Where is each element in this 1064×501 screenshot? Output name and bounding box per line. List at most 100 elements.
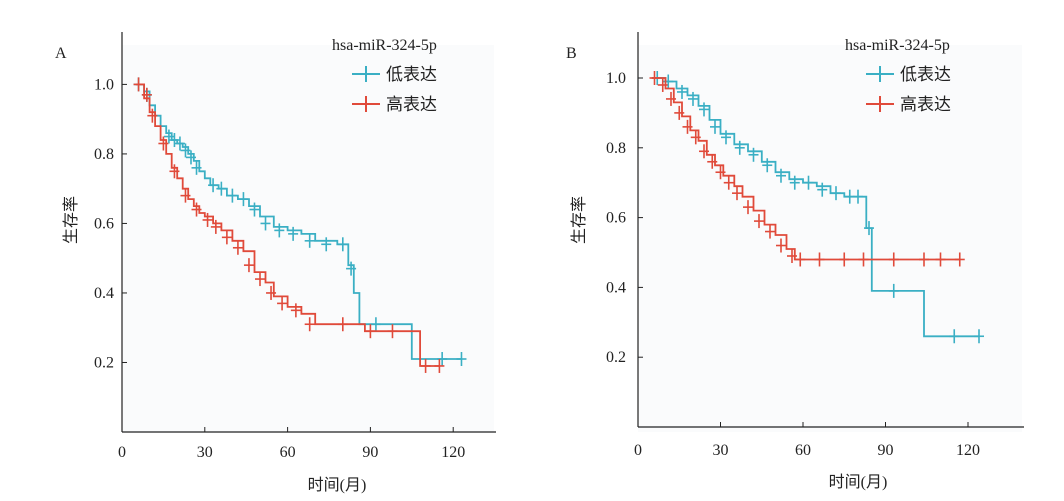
panel-b-censor-mark (776, 238, 786, 253)
panel-a-censor-mark (420, 358, 431, 373)
panel-b-censor-mark (721, 130, 731, 145)
panel-b: B hsa-miR-324-5p 时间(月) 生存率 0.2 0.4 0.6 0.8 1… (566, 32, 1024, 491)
panel-a: A hsa-miR-324-5p 时间(月) 生存率 0.2 0.4 0.6 0.8 1… (55, 32, 496, 494)
panel-b-label: B (566, 45, 577, 62)
panel-a-censor-mark (277, 296, 288, 311)
panel-b-censor-mark (831, 186, 841, 201)
panel-b-curves (649, 71, 984, 344)
panel-a-censor-mark (158, 136, 169, 151)
panel-a-censor-mark (249, 202, 260, 217)
panel-b-censor-mark (817, 182, 828, 197)
panel-a-censor-mark (456, 352, 467, 367)
panel-b-censor-mark (795, 252, 806, 267)
panel-a-x-tick-label: 120 (441, 444, 465, 461)
panel-b-censor-mark (864, 221, 874, 236)
panel-a-legend-label: 高表达 (386, 95, 437, 114)
panel-b-censor-mark (858, 252, 869, 267)
panel-b-censor-mark (688, 91, 698, 106)
panel-a-censor-mark (147, 108, 158, 123)
panel-a-censor-mark (163, 129, 174, 144)
panel-a-censor-mark (266, 285, 277, 300)
panel-a-censor-mark (238, 192, 249, 207)
panel-b-censor-mark (754, 214, 764, 229)
panel-b-ylabel: 生存率 (570, 196, 588, 244)
panel-b-censor-mark (649, 71, 660, 85)
panel-b-censor-mark (748, 147, 759, 162)
panel-b-series-low-line (651, 77, 979, 338)
panel-b-legend-item: 低表达 (866, 65, 951, 84)
panel-a-censor-mark (274, 223, 285, 238)
panel-a-censor-mark (346, 261, 357, 276)
panel-a-censor-mark (304, 233, 315, 248)
panel-b-censor-mark (974, 329, 984, 344)
panel-b-censor-mark (710, 119, 720, 134)
panel-b-censor-mark (732, 186, 742, 201)
panel-a-censor-mark (169, 164, 180, 179)
panel-a-censor-mark (186, 150, 196, 165)
panel-b-censor-mark (707, 154, 718, 169)
panel-a-censor-mark (191, 202, 202, 217)
panel-b-censor-mark (699, 144, 709, 159)
panel-b-censor-mark (734, 140, 745, 155)
panel-a-x-tick-label: 0 (118, 444, 126, 461)
panel-a-series-high-line (135, 83, 440, 367)
panel-b-censor-mark (919, 252, 929, 267)
panel-b-x-tick-label: 60 (795, 442, 811, 459)
panel-b-y-tick-label: 0.2 (606, 349, 626, 366)
panel-b-y-tick-label: 0.8 (606, 140, 626, 157)
panel-a-y-tick-label: 0.2 (94, 354, 114, 371)
panel-a-title: hsa-miR-324-5p (332, 37, 437, 54)
panel-a-legend-label: 低表达 (386, 65, 437, 84)
panel-a-censor-mark (434, 358, 445, 373)
panel-a-censor-mark (304, 317, 315, 332)
panel-b-censor-mark (803, 175, 814, 190)
panel-b-censor-mark (935, 252, 946, 267)
panel-a-y-tick-label: 1.0 (94, 76, 114, 93)
panel-a-censor-mark (169, 133, 180, 148)
panel-b-x-tick-label: 30 (713, 442, 729, 459)
panel-a-censor-mark (191, 160, 202, 175)
panel-b-censor-mark (949, 329, 960, 344)
panel-b-legend-label: 低表达 (900, 65, 951, 84)
panel-b-x-tick-label: 0 (634, 442, 642, 459)
panel-a-censor-mark (180, 188, 191, 203)
panel-a-censor-mark (180, 143, 191, 158)
panel-a-censor-mark (321, 237, 332, 252)
panel-b-censor-mark (789, 175, 800, 190)
panel-b-censor-mark (723, 175, 734, 190)
panel-b-censor-mark (954, 252, 965, 267)
panel-a-censor-mark (232, 240, 243, 255)
panel-a-censor-mark (290, 303, 301, 318)
panel-a-censor-mark (202, 212, 213, 227)
panel-b-censor-mark (715, 165, 726, 180)
panel-a-x-tick-label: 30 (197, 444, 213, 461)
panel-b-censor-mark (699, 102, 709, 117)
panel-b-censor-mark (839, 252, 850, 267)
panel-b-censor-mark (814, 252, 825, 267)
panel-a-censor-mark (337, 317, 348, 332)
panel-b-censor-mark (666, 91, 676, 106)
panel-a-legend-item: 低表达 (352, 65, 437, 84)
panel-a-plot-area (122, 45, 494, 432)
panel-b-censor-mark (853, 189, 863, 204)
panel-b-legend-item: 高表达 (866, 95, 951, 114)
panel-a-censor-mark (210, 219, 221, 234)
panel-b-censor-mark (888, 252, 899, 267)
panel-b-plot-area (638, 45, 1022, 432)
panel-b-censor-mark (674, 105, 685, 120)
panel-a-label: A (55, 45, 67, 62)
panel-b-axes: 0.2 0.4 0.6 0.8 1.0 0 30 60 90 120 (606, 32, 1024, 459)
panel-a-censor-mark (133, 77, 144, 92)
panel-a-censor-mark (260, 216, 271, 231)
panel-a-censor-mark (141, 87, 152, 102)
panel-b-censor-mark (787, 248, 797, 263)
panel-b-y-tick-label: 1.0 (606, 70, 626, 87)
panel-a-censor-mark (387, 324, 398, 339)
panel-a-x-tick-label: 60 (280, 444, 296, 461)
panel-a-y-tick-label: 0.6 (94, 215, 114, 232)
panel-a-y-tick-label: 0.8 (94, 146, 114, 163)
panel-a-y-tick-label: 0.4 (94, 285, 114, 302)
panel-b-censor-mark (690, 130, 701, 145)
panel-a-x-tick-label: 90 (362, 444, 378, 461)
